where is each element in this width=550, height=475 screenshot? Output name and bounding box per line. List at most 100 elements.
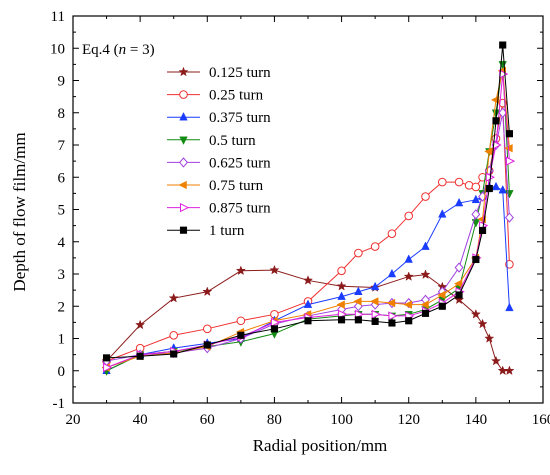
data-point bbox=[497, 365, 508, 376]
legend-marker bbox=[178, 66, 189, 77]
y-tick-label: 8 bbox=[58, 106, 66, 122]
x-tick-label: 120 bbox=[397, 412, 420, 428]
x-axis-label: Radial position/mm bbox=[253, 436, 388, 455]
legend-item: 0.375 turn bbox=[167, 110, 271, 126]
data-point bbox=[337, 266, 346, 276]
legend-label: 0.75 turn bbox=[209, 178, 264, 194]
x-tick-label: 20 bbox=[66, 412, 81, 428]
x-tick-label: 60 bbox=[200, 412, 215, 428]
data-point bbox=[136, 352, 144, 360]
data-point bbox=[479, 226, 487, 235]
data-point bbox=[454, 197, 464, 207]
data-point bbox=[420, 269, 431, 279]
data-point bbox=[270, 325, 278, 333]
series-4 bbox=[102, 61, 514, 376]
y-tick-label: 5 bbox=[58, 203, 66, 219]
series-group bbox=[101, 41, 516, 376]
data-point bbox=[421, 241, 430, 250]
x-tick-label: 140 bbox=[465, 412, 488, 428]
legend-marker bbox=[179, 136, 188, 145]
data-point bbox=[338, 309, 348, 319]
data-point bbox=[269, 264, 280, 275]
legend-marker bbox=[179, 157, 188, 168]
legend-label: 0.125 turn bbox=[209, 65, 271, 81]
data-point bbox=[354, 286, 363, 295]
series-8 bbox=[103, 41, 513, 362]
data-point bbox=[170, 350, 178, 358]
data-point bbox=[302, 275, 314, 285]
data-point bbox=[420, 300, 429, 309]
data-point bbox=[492, 140, 502, 150]
data-point bbox=[477, 318, 488, 329]
data-point bbox=[404, 211, 414, 221]
annotation-variable: n bbox=[119, 42, 127, 58]
legend-marker bbox=[179, 226, 188, 234]
y-tick-label: 3 bbox=[58, 267, 66, 283]
data-point bbox=[202, 286, 213, 297]
legend-marker bbox=[179, 90, 188, 99]
data-point bbox=[505, 156, 516, 166]
data-point bbox=[169, 330, 179, 340]
legend-label: 0.375 turn bbox=[209, 110, 271, 126]
data-point bbox=[471, 182, 481, 192]
data-point bbox=[421, 192, 430, 201]
data-point bbox=[135, 319, 146, 330]
data-point bbox=[471, 194, 481, 204]
legend: 0.125 turn 0.25 turn 0.375 turn 0.5 turn 0.6… bbox=[167, 65, 271, 239]
data-point bbox=[354, 316, 362, 324]
data-point bbox=[484, 333, 495, 343]
data-point bbox=[404, 254, 413, 263]
y-tick-label: 7 bbox=[58, 138, 66, 154]
data-point bbox=[453, 279, 463, 288]
y-tick-label: 0 bbox=[58, 364, 66, 380]
data-point bbox=[270, 317, 281, 327]
x-tick-label: 160 bbox=[532, 412, 550, 428]
legend-label: 0.875 turn bbox=[209, 201, 271, 217]
data-point bbox=[405, 317, 413, 325]
chart-annotation: Eq.4 (n = 3) bbox=[82, 42, 155, 58]
series-7 bbox=[103, 69, 516, 373]
data-point bbox=[454, 262, 464, 273]
annotation-rest: = 3) bbox=[126, 42, 154, 58]
data-point bbox=[369, 297, 379, 306]
axes: 20 40 60 80 100 120 140 160 -1 0 1 2 3 4 5 6 7 8 9 10 11 bbox=[50, 9, 550, 428]
legend-item: 0.625 turn bbox=[167, 155, 271, 171]
data-point bbox=[421, 309, 430, 317]
data-point bbox=[387, 229, 397, 238]
data-point bbox=[337, 291, 346, 300]
legend-label: 0.25 turn bbox=[209, 88, 264, 104]
data-point bbox=[203, 341, 211, 349]
data-point bbox=[237, 331, 245, 339]
data-point bbox=[371, 317, 379, 325]
data-point bbox=[438, 302, 446, 310]
legend-marker bbox=[180, 202, 190, 213]
y-tick-label: 6 bbox=[58, 170, 66, 186]
data-point bbox=[504, 212, 514, 223]
data-point bbox=[387, 268, 397, 278]
y-axis-label: Depth of flow film/mm bbox=[10, 132, 29, 291]
legend-item: 0.25 turn bbox=[167, 88, 264, 104]
data-point bbox=[437, 177, 447, 187]
data-point bbox=[504, 365, 515, 376]
y-tick-label: 10 bbox=[50, 41, 65, 57]
data-point bbox=[388, 311, 398, 321]
y-tick-label: 1 bbox=[58, 332, 66, 348]
x-tick-label: 80 bbox=[267, 412, 282, 428]
data-point bbox=[103, 362, 113, 373]
series-5 bbox=[102, 107, 514, 367]
x-tick-label: 40 bbox=[133, 412, 148, 428]
data-point bbox=[471, 209, 481, 220]
data-point bbox=[438, 209, 447, 218]
y-tick-label: 11 bbox=[51, 9, 65, 25]
data-point bbox=[505, 302, 514, 312]
data-point bbox=[370, 281, 380, 291]
data-point bbox=[455, 291, 463, 299]
data-point bbox=[103, 354, 111, 362]
data-point bbox=[388, 319, 396, 327]
data-point bbox=[470, 308, 481, 319]
legend-label: 0.625 turn bbox=[209, 155, 271, 171]
data-point bbox=[454, 177, 464, 187]
x-tick-label: 100 bbox=[330, 412, 353, 428]
legend-marker bbox=[179, 112, 188, 121]
